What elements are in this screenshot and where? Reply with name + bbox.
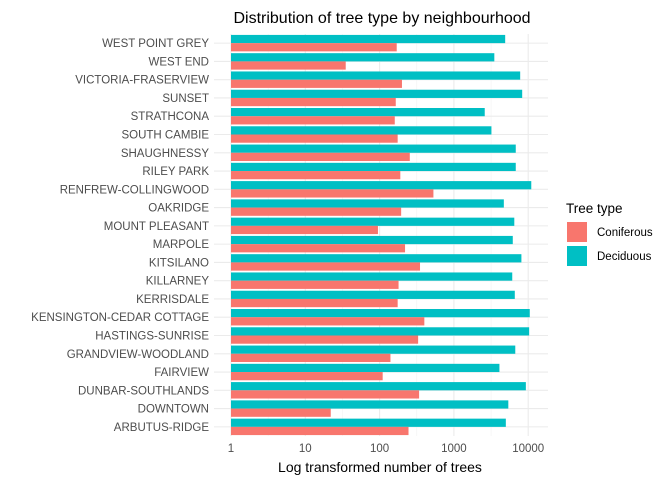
y-tick-label: MOUNT PLEASANT — [104, 221, 209, 233]
y-tick-label: WEST POINT GREY — [102, 38, 209, 50]
bar-coniferous — [231, 244, 406, 253]
bar-coniferous — [231, 171, 401, 180]
bar-deciduous — [231, 34, 506, 44]
bar-coniferous — [231, 280, 399, 289]
legend-label: Coniferous — [597, 227, 653, 239]
bar-coniferous — [231, 335, 419, 344]
bar-deciduous — [231, 272, 513, 281]
bar-deciduous — [231, 89, 523, 98]
bar-deciduous — [231, 217, 515, 226]
bar-deciduous — [231, 327, 530, 336]
bar-deciduous — [231, 400, 509, 409]
bar-deciduous — [231, 290, 515, 299]
bar-coniferous — [231, 225, 378, 235]
legend-swatch — [567, 246, 587, 266]
chart-title: Distribution of tree type by neighbourho… — [233, 10, 530, 27]
bar-coniferous — [231, 61, 346, 70]
y-tick-label: HASTINGS-SUNRISE — [95, 331, 209, 343]
y-axis-labels: WEST POINT GREY WEST END VICTORIA-FRASERVI… — [31, 38, 209, 434]
bar-deciduous — [231, 108, 485, 117]
bar-coniferous — [231, 189, 434, 198]
legend-label: Deciduous — [597, 251, 652, 263]
y-tick-label: SHAUGHNESSY — [121, 148, 210, 160]
y-tick-label: STRATHCONA — [131, 111, 210, 123]
y-tick-label: SUNSET — [162, 93, 209, 105]
bar-coniferous — [231, 353, 391, 362]
bar-coniferous — [231, 298, 398, 308]
y-tick-label: FAIRVIEW — [154, 367, 209, 379]
bar-deciduous — [231, 363, 500, 373]
x-tick-label: 10 — [299, 443, 312, 455]
y-tick-label: OAKRIDGE — [148, 203, 209, 215]
bar-deciduous — [231, 382, 526, 391]
x-tick-label: 1 — [228, 443, 234, 455]
legend-swatch — [567, 222, 587, 242]
y-tick-label: SOUTH CAMBIE — [121, 130, 209, 142]
bars — [231, 34, 532, 436]
y-tick-label: KENSINGTON-CEDAR COTTAGE — [31, 312, 209, 324]
legend: Tree type Coniferous Deciduous — [566, 201, 653, 266]
y-tick-label: DUNBAR-SOUTHLANDS — [78, 385, 209, 397]
bar-deciduous — [231, 345, 516, 354]
bar-coniferous — [231, 97, 396, 107]
x-tick-label: 100 — [370, 443, 389, 455]
bar-deciduous — [231, 53, 495, 62]
bar-deciduous — [231, 309, 530, 318]
y-tick-label: KITSILANO — [149, 257, 209, 269]
bar-deciduous — [231, 418, 506, 427]
bar-coniferous — [231, 152, 410, 161]
bar-coniferous — [231, 317, 425, 326]
bar-deciduous — [231, 144, 516, 153]
y-tick-label: RILEY PARK — [142, 166, 209, 178]
bar-deciduous — [231, 254, 522, 263]
y-tick-label: MARPOLE — [153, 239, 210, 251]
x-tick-label: 1000 — [441, 443, 467, 455]
x-tick-label: 10000 — [512, 443, 544, 455]
y-tick-label: VICTORIA-FRASERVIEW — [75, 75, 209, 87]
legend-title: Tree type — [566, 201, 623, 216]
bar-deciduous — [231, 162, 516, 172]
bar-deciduous — [231, 126, 492, 135]
y-tick-label: WEST END — [149, 56, 210, 68]
bar-coniferous — [231, 43, 397, 52]
bar-coniferous — [231, 262, 421, 271]
y-tick-label: DOWNTOWN — [138, 404, 209, 416]
y-tick-label: RENFREW-COLLINGWOOD — [60, 184, 209, 196]
x-axis-title: Log transformed number of trees — [278, 459, 482, 475]
bar-coniferous — [231, 207, 402, 216]
bar-deciduous — [231, 71, 521, 80]
bar-coniferous — [231, 390, 420, 399]
y-tick-label: KERRISDALE — [136, 294, 209, 306]
y-tick-label: GRANDVIEW-WOODLAND — [67, 349, 209, 361]
bar-coniferous — [231, 408, 331, 417]
bar-deciduous — [231, 199, 504, 208]
y-tick-label: KILLARNEY — [146, 276, 210, 288]
bar-deciduous — [231, 235, 513, 245]
bar-coniferous — [231, 134, 398, 143]
bar-coniferous — [231, 426, 409, 436]
bar-coniferous — [231, 372, 383, 381]
bar-coniferous — [231, 116, 395, 125]
y-tick-label: ARBUTUS-RIDGE — [114, 422, 210, 434]
bar-coniferous — [231, 79, 402, 88]
x-axis-labels: 1 10 100 1000 10000 — [228, 443, 544, 455]
bar-deciduous — [231, 181, 532, 190]
